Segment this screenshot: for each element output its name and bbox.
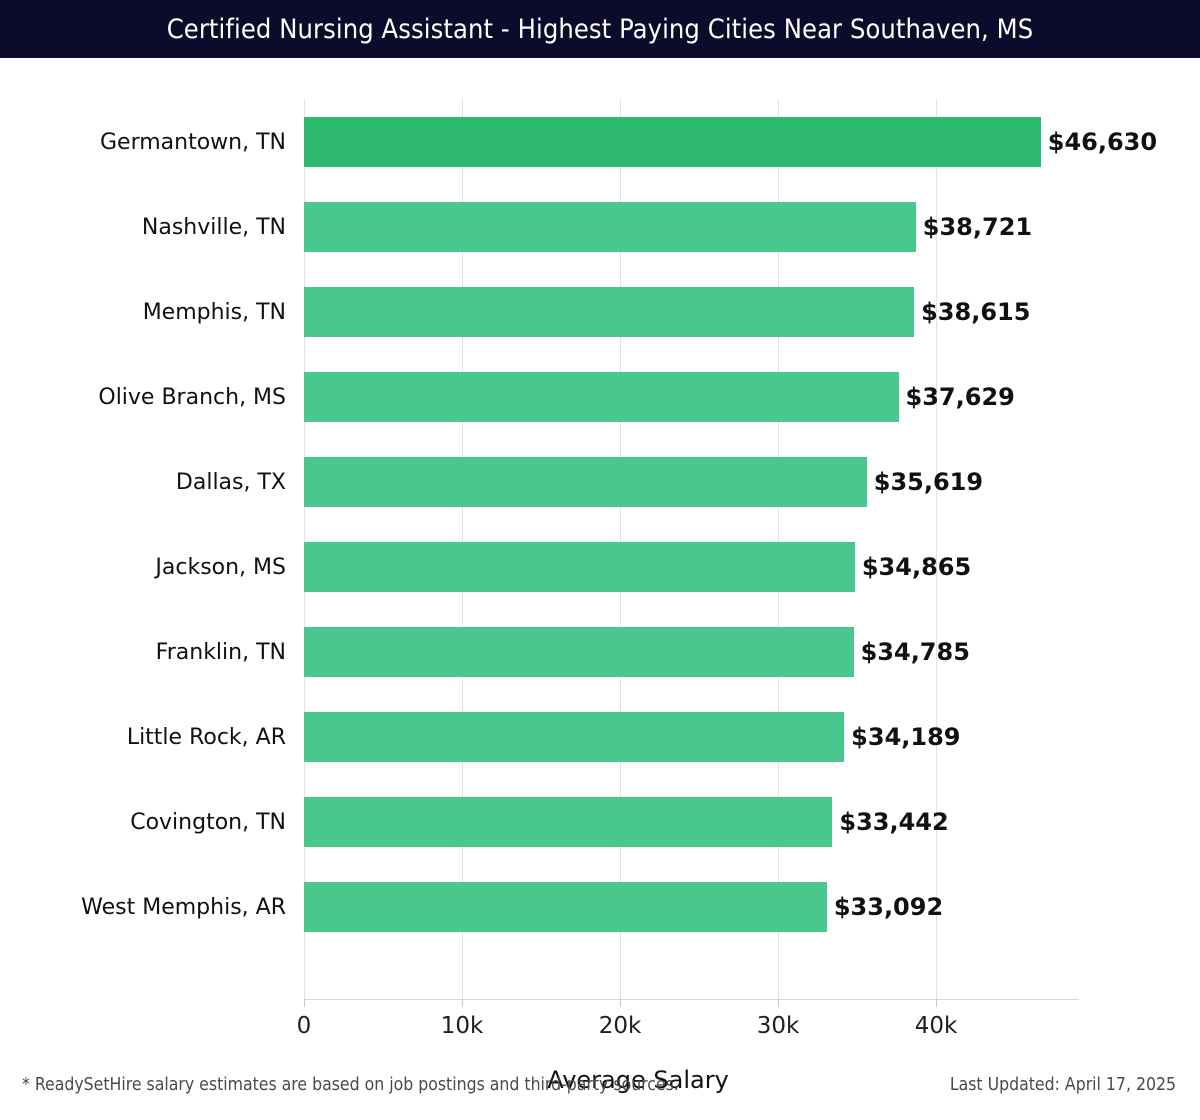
bar[interactable]	[304, 627, 854, 677]
category-label: Little Rock, AR	[126, 724, 286, 750]
bar[interactable]	[304, 542, 855, 592]
x-tick-label: 20k	[598, 1013, 642, 1039]
bar-row[interactable]: Covington, TN $33,442	[0, 797, 1200, 847]
category-label: Covington, TN	[130, 809, 286, 835]
x-tick-label: 30k	[756, 1013, 800, 1039]
x-tick-label: 0	[296, 1013, 312, 1039]
bar-row[interactable]: Germantown, TN $46,630	[0, 117, 1200, 167]
bar-value-label: $37,629	[905, 383, 1015, 411]
bar[interactable]	[304, 372, 899, 422]
bar-row[interactable]: Jackson, MS $34,865	[0, 542, 1200, 592]
bar-value-label: $38,615	[921, 298, 1031, 326]
bar-value-label: $33,092	[833, 893, 944, 921]
x-tick-label: 10k	[440, 1013, 484, 1039]
header-bar: Certified Nursing Assistant - Highest Pa…	[0, 0, 1200, 58]
bar[interactable]	[304, 882, 827, 932]
x-tick-mark	[778, 999, 779, 1007]
category-label: Jackson, MS	[155, 554, 286, 580]
bar-value-label: $35,619	[873, 468, 984, 496]
x-axis-line	[304, 999, 1079, 1000]
category-label: Dallas, TX	[175, 469, 286, 495]
bar-value-label: $34,189	[851, 723, 961, 751]
bar-row[interactable]: Little Rock, AR $34,189	[0, 712, 1200, 762]
x-axis-title: Average Salary	[547, 1066, 729, 1094]
bar[interactable]	[304, 287, 915, 337]
bar[interactable]	[304, 797, 833, 847]
bar-value-label: $46,630	[1047, 128, 1158, 156]
category-label: Memphis, TN	[142, 299, 286, 325]
bar-row[interactable]: Dallas, TX $35,619	[0, 457, 1200, 507]
x-tick-mark	[620, 999, 621, 1007]
x-tick-mark	[304, 999, 305, 1007]
category-label: West Memphis, AR	[81, 894, 286, 920]
category-label: Olive Branch, MS	[98, 384, 286, 410]
category-label: Franklin, TN	[155, 639, 286, 665]
footer-last-updated: Last Updated: April 17, 2025	[949, 1075, 1176, 1095]
category-label: Nashville, TN	[141, 214, 286, 240]
bar[interactable]	[304, 457, 867, 507]
category-label: Germantown, TN	[99, 129, 286, 155]
footer-disclaimer: * ReadySetHire salary estimates are base…	[22, 1075, 679, 1095]
bar-value-label: $38,721	[922, 213, 1033, 241]
x-tick-mark	[462, 999, 463, 1007]
bar[interactable]	[304, 202, 916, 252]
bar-row[interactable]: West Memphis, AR $33,092	[0, 882, 1200, 932]
bar-row[interactable]: Memphis, TN $38,615	[0, 287, 1200, 337]
bar-row[interactable]: Nashville, TN $38,721	[0, 202, 1200, 252]
footer: * ReadySetHire salary estimates are base…	[0, 1075, 1200, 1120]
bar-value-label: $34,865	[861, 553, 972, 581]
bar-row[interactable]: Olive Branch, MS $37,629	[0, 372, 1200, 422]
x-tick-mark	[936, 999, 937, 1007]
page-title: Certified Nursing Assistant - Highest Pa…	[166, 13, 1034, 45]
bar[interactable]	[304, 712, 845, 762]
chart-plot-area: Germantown, TN $46,630 Nashville, TN $38,72…	[0, 58, 1200, 1094]
bar-row[interactable]: Franklin, TN $34,785	[0, 627, 1200, 677]
x-tick-label: 40k	[914, 1013, 958, 1039]
bar[interactable]	[304, 117, 1041, 167]
bar-value-label: $33,442	[839, 808, 949, 836]
bar-value-label: $34,785	[860, 638, 970, 666]
